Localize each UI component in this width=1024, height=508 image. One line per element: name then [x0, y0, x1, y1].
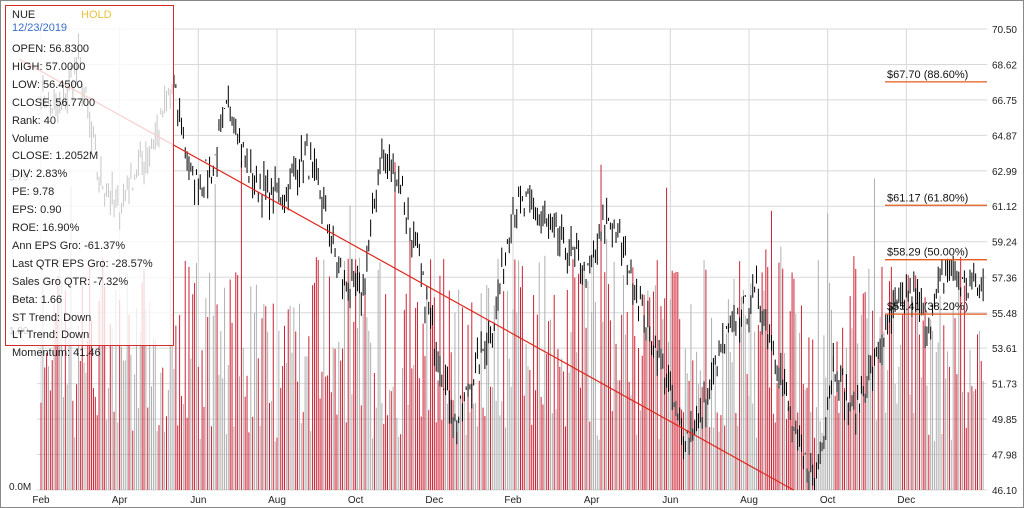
month-tick-label: Oct — [348, 495, 364, 506]
month-tick-label: Oct — [820, 495, 836, 506]
info-line: Momentum: 41.46 — [12, 347, 101, 360]
month-tick-label: Apr — [112, 495, 128, 506]
info-line: LOW: 56.4500 — [12, 78, 83, 91]
month-tick-label: Dec — [897, 495, 915, 506]
quote-date: 12/23/2019 — [12, 22, 68, 34]
price-tick-label: 51.73 — [992, 380, 1017, 391]
month-tick-label: Feb — [32, 495, 50, 506]
rating-badge: HOLD — [81, 9, 112, 21]
price-tick-label: 70.50 — [992, 25, 1017, 36]
info-line: ST Trend: Down — [12, 311, 92, 324]
price-tick-label: 59.24 — [992, 238, 1017, 249]
month-tick-label: Dec — [425, 495, 443, 506]
volume-bars — [40, 161, 984, 490]
price-tick-label: 64.87 — [992, 131, 1017, 142]
price-tick-label: 55.48 — [992, 309, 1017, 320]
info-line: Volume — [12, 132, 49, 145]
fib-label: $58.29 (50.00%) — [887, 247, 968, 259]
info-line: DIV: 2.83% — [12, 168, 68, 181]
price-series — [40, 33, 984, 490]
month-tick-label: Aug — [740, 495, 758, 506]
month-tick-label: Aug — [268, 495, 286, 506]
fib-label: $67.70 (88.60%) — [887, 69, 968, 81]
fib-levels: $67.70 (88.60%) $61.17 (61.80%) $58.29 (50… — [885, 69, 987, 315]
price-tick-label: 68.62 — [992, 61, 1017, 72]
price-tick-label: 49.85 — [992, 415, 1017, 426]
price-tick-label: 62.99 — [992, 167, 1017, 178]
fib-label: $61.17 (61.80%) — [887, 192, 968, 204]
info-line: EPS: 0.90 — [12, 204, 62, 217]
info-line: Last QTR EPS Gro: -28.57% — [12, 257, 153, 270]
price-tick-label: 46.10 — [992, 486, 1017, 497]
axis-labels: 70.50 68.62 66.75 64.87 62.99 61.12 59.24 57.36… — [9, 25, 1017, 506]
price-tick-label: 47.98 — [992, 450, 1017, 461]
info-panel: NUE HOLD 12/23/2019 OPEN: 56.8300 HIGH: 5… — [5, 5, 174, 359]
info-line: Beta: 1.66 — [12, 293, 63, 306]
price-tick-label: 57.36 — [992, 273, 1017, 284]
info-line: PE: 9.78 — [12, 186, 55, 199]
info-line: CLOSE: 56.7700 — [12, 96, 96, 109]
info-line: Rank: 40 — [12, 114, 57, 127]
fib-label: $55.41 (38.20%) — [887, 301, 968, 313]
info-line: ROE: 16.90% — [12, 222, 80, 234]
info-line: OPEN: 56.8300 — [12, 43, 90, 55]
info-line: Sales Gro QTR: -7.32% — [12, 275, 129, 288]
month-tick-label: Feb — [504, 495, 522, 506]
info-line: Ann EPS Gro: -61.37% — [12, 239, 126, 252]
month-tick-label: Jun — [662, 495, 678, 506]
month-tick-label: Jun — [190, 495, 206, 506]
price-tick-label: 61.12 — [992, 202, 1017, 213]
ticker-symbol: NUE — [12, 9, 36, 21]
price-tick-label: 66.75 — [992, 96, 1017, 107]
price-tick-label: 53.61 — [992, 344, 1017, 355]
info-line: CLOSE: 1.2052M — [12, 150, 99, 163]
info-line: LT Trend: Down — [12, 329, 90, 342]
volume-tick-label: 0.0M — [9, 482, 31, 493]
month-tick-label: Apr — [584, 495, 600, 506]
info-line: HIGH: 57.0000 — [12, 60, 86, 73]
